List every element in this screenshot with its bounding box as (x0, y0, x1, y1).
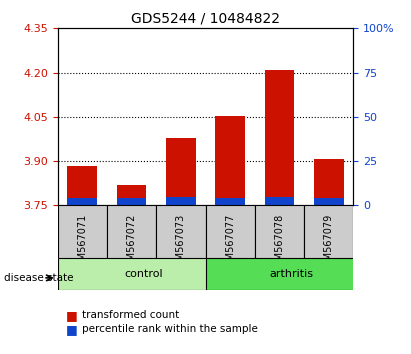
Text: arthritis: arthritis (270, 269, 314, 279)
Bar (117, 185, 146, 205)
Bar (117, 198, 146, 205)
Text: GSM567078: GSM567078 (275, 213, 284, 273)
Text: GSM567079: GSM567079 (324, 213, 334, 273)
Text: ■: ■ (66, 323, 78, 336)
Bar (166, 138, 196, 205)
Bar (67, 166, 97, 205)
FancyBboxPatch shape (206, 205, 255, 258)
Text: control: control (125, 269, 163, 279)
Text: ■: ■ (66, 309, 78, 321)
Bar (314, 159, 344, 205)
FancyBboxPatch shape (304, 205, 353, 258)
Bar (67, 198, 97, 205)
Text: GSM567077: GSM567077 (225, 213, 235, 273)
Title: GDS5244 / 10484822: GDS5244 / 10484822 (131, 12, 280, 26)
Text: GSM567072: GSM567072 (127, 213, 136, 273)
Text: GSM567071: GSM567071 (77, 213, 87, 273)
Bar (314, 198, 344, 205)
FancyBboxPatch shape (156, 205, 206, 258)
Bar (265, 197, 294, 205)
FancyBboxPatch shape (107, 205, 156, 258)
Text: GSM567073: GSM567073 (176, 213, 186, 273)
FancyBboxPatch shape (255, 205, 304, 258)
Bar (166, 197, 196, 205)
Bar (265, 70, 294, 205)
FancyBboxPatch shape (206, 258, 378, 290)
Text: disease state: disease state (4, 273, 74, 283)
Text: transformed count: transformed count (82, 310, 180, 320)
Text: percentile rank within the sample: percentile rank within the sample (82, 324, 258, 334)
Bar (215, 198, 245, 205)
FancyBboxPatch shape (58, 258, 230, 290)
FancyBboxPatch shape (58, 205, 107, 258)
Bar (215, 116, 245, 205)
